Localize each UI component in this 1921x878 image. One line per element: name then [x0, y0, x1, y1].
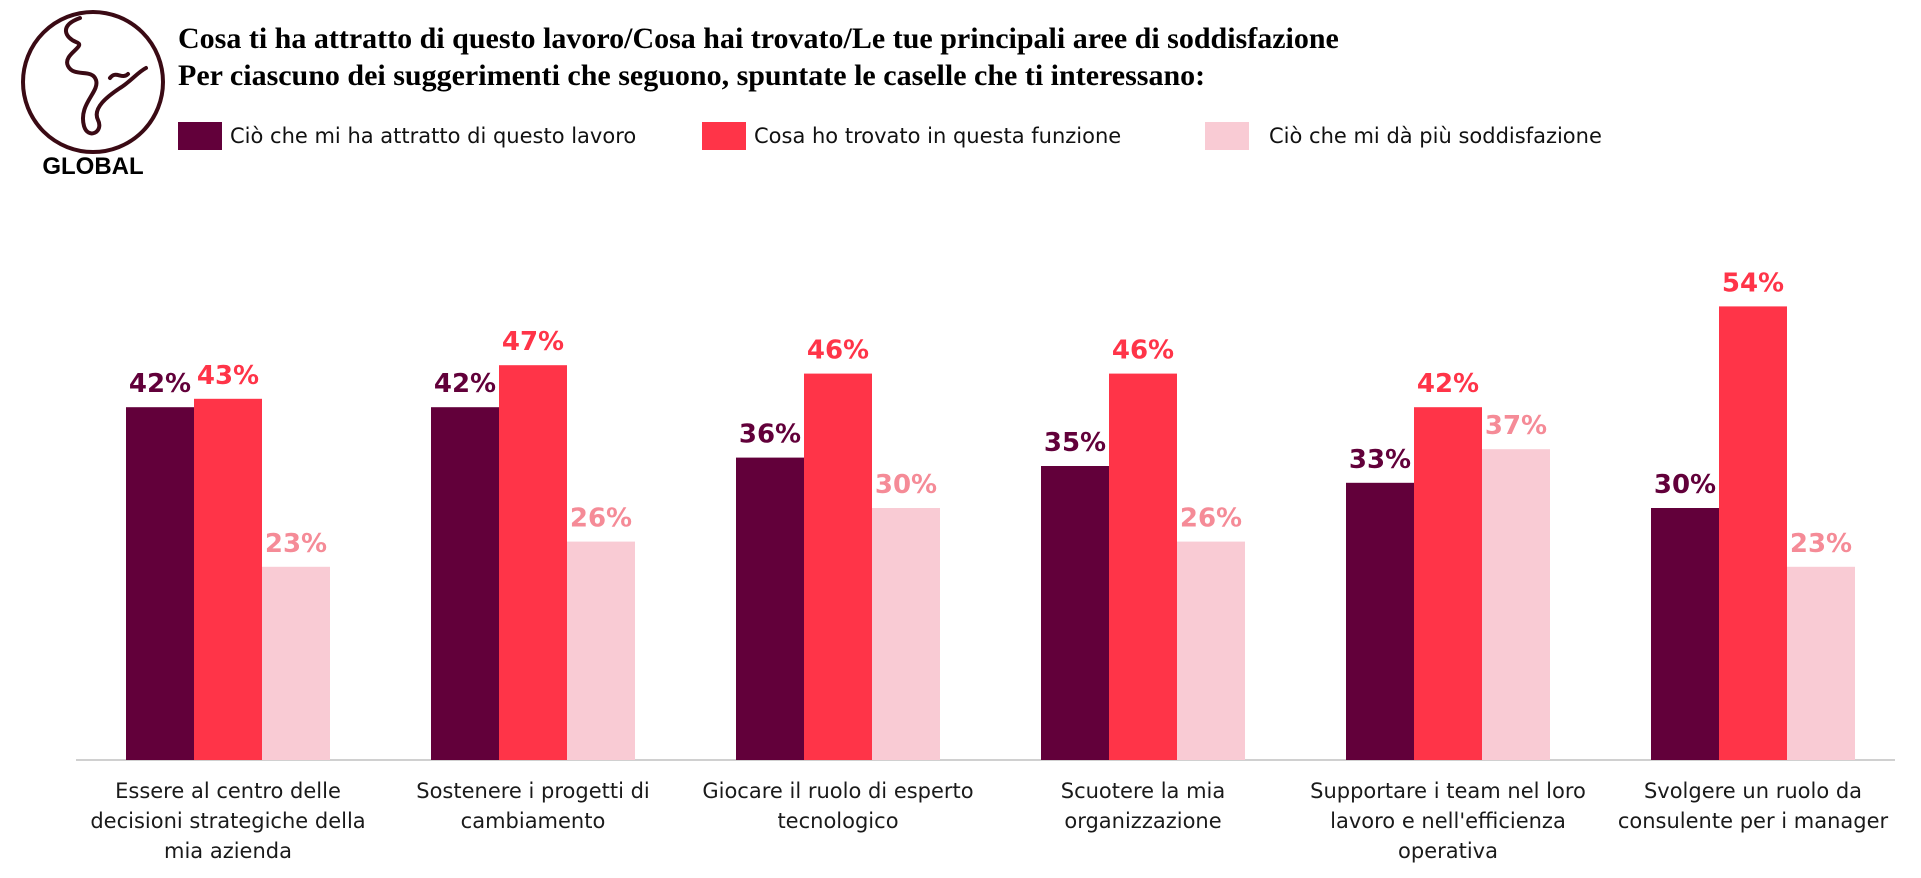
bar-series-2-cat-2 [499, 365, 567, 760]
legend-label-series-1: Ciò che mi ha attratto di questo lavoro [230, 124, 637, 148]
data-label-series-1-cat-2: 42% [434, 369, 496, 399]
data-label-series-2-cat-3: 46% [807, 336, 869, 366]
bar-series-1-cat-1 [126, 407, 194, 760]
category-label-2-line-1: Sostenere i progetti di [416, 779, 650, 803]
data-label-series-2-cat-4: 46% [1112, 336, 1174, 366]
category-label-3-line-1: Giocare il ruolo di esperto [702, 779, 973, 803]
legend-item-series-1: Ciò che mi ha attratto di questo lavoro [178, 122, 636, 150]
legend-item-series-2: Cosa ho trovato in questa funzione [702, 122, 1121, 150]
category-label-1-line-2: decisioni strategiche della [90, 809, 365, 833]
data-label-series-3-cat-3: 30% [875, 470, 937, 500]
category-label-5-line-1: Supportare i team nel loro [1310, 779, 1586, 803]
data-label-series-3-cat-6: 23% [1790, 529, 1852, 559]
data-label-series-2-cat-5: 42% [1417, 369, 1479, 399]
data-label-series-1-cat-5: 33% [1349, 445, 1411, 475]
category-label-3-line-2: tecnologico [777, 809, 898, 833]
category-label-2: Sostenere i progetti di cambiamento [416, 779, 650, 833]
bar-series-1-cat-4 [1041, 466, 1109, 760]
data-label-series-2-cat-2: 47% [502, 327, 564, 357]
bar-series-1-cat-3 [736, 457, 804, 760]
category-label-1-line-3: mia azienda [164, 839, 292, 863]
data-label-series-2-cat-6: 54% [1722, 268, 1784, 298]
legend-swatch-series-2 [702, 122, 746, 150]
category-label-1: Essere al centro delle decisioni strategi… [90, 779, 365, 863]
data-label-series-3-cat-5: 37% [1485, 411, 1547, 441]
bar-series-2-cat-5 [1414, 407, 1482, 760]
bar-series-2-cat-1 [194, 398, 262, 760]
bar-series-2-cat-4 [1109, 373, 1177, 760]
legend-label-series-2: Cosa ho trovato in questa funzione [754, 124, 1122, 148]
bar-series-3-cat-2 [567, 541, 635, 760]
bar-series-3-cat-3 [872, 508, 940, 760]
title-line-1: Cosa ti ha attratto di questo lavoro/Cos… [178, 22, 1339, 55]
chart-title: Cosa ti ha attratto di questo lavoro/Cos… [178, 20, 1339, 94]
data-label-series-1-cat-4: 35% [1044, 428, 1106, 458]
category-label-4-line-1: Scuotere la mia [1061, 779, 1226, 803]
category-label-2-line-2: cambiamento [461, 809, 606, 833]
category-label-5: Supportare i team nel loro lavoro e nell'… [1310, 779, 1586, 863]
category-label-6: Svolgere un ruolo da consulente per i man… [1618, 779, 1889, 833]
legend-label-series-3: Ciò che mi dà più soddisfazione [1269, 124, 1602, 148]
data-label-series-1-cat-1: 42% [129, 369, 191, 399]
logo-text: GLOBAL [42, 153, 143, 178]
category-label-4-line-2: organizzazione [1064, 809, 1221, 833]
data-label-series-1-cat-6: 30% [1654, 470, 1716, 500]
global-logo: GLOBAL [18, 8, 168, 180]
bar-series-2-cat-3 [804, 373, 872, 760]
category-label-4: Scuotere la mia organizzazione [1061, 779, 1226, 833]
logo-mark-icon: GLOBAL [21, 10, 165, 180]
category-label-3: Giocare il ruolo di esperto tecnologico [702, 779, 973, 833]
category-label-5-line-2: lavoro e nell'efficienza [1330, 809, 1566, 833]
bar-series-3-cat-4 [1177, 541, 1245, 760]
bar-series-3-cat-6 [1787, 566, 1855, 760]
bar-series-1-cat-2 [431, 407, 499, 760]
bar-series-1-cat-6 [1651, 508, 1719, 760]
data-label-series-2-cat-1: 43% [197, 361, 259, 391]
category-label-6-line-2: consulente per i manager [1618, 809, 1889, 833]
data-label-series-1-cat-3: 36% [739, 420, 801, 450]
category-label-1-line-1: Essere al centro delle [115, 779, 341, 803]
data-label-series-3-cat-2: 26% [570, 504, 632, 534]
bar-series-2-cat-6 [1719, 306, 1787, 760]
data-label-series-3-cat-1: 23% [265, 529, 327, 559]
category-label-6-line-1: Svolgere un ruolo da [1644, 779, 1862, 803]
data-label-series-3-cat-4: 26% [1180, 504, 1242, 534]
legend-swatch-series-3 [1205, 122, 1249, 150]
bar-series-1-cat-5 [1346, 482, 1414, 760]
bar-series-3-cat-5 [1482, 449, 1550, 760]
bar-series-3-cat-1 [262, 566, 330, 760]
title-line-2: Per ciascuno dei suggerimenti che seguon… [178, 59, 1206, 92]
category-label-5-line-3: operativa [1398, 839, 1498, 863]
chart-legend: Ciò che mi ha attratto di questo lavoro … [0, 122, 1921, 158]
legend-item-series-3: Ciò che mi dà più soddisfazione [1205, 122, 1602, 150]
legend-swatch-series-1 [178, 122, 222, 150]
